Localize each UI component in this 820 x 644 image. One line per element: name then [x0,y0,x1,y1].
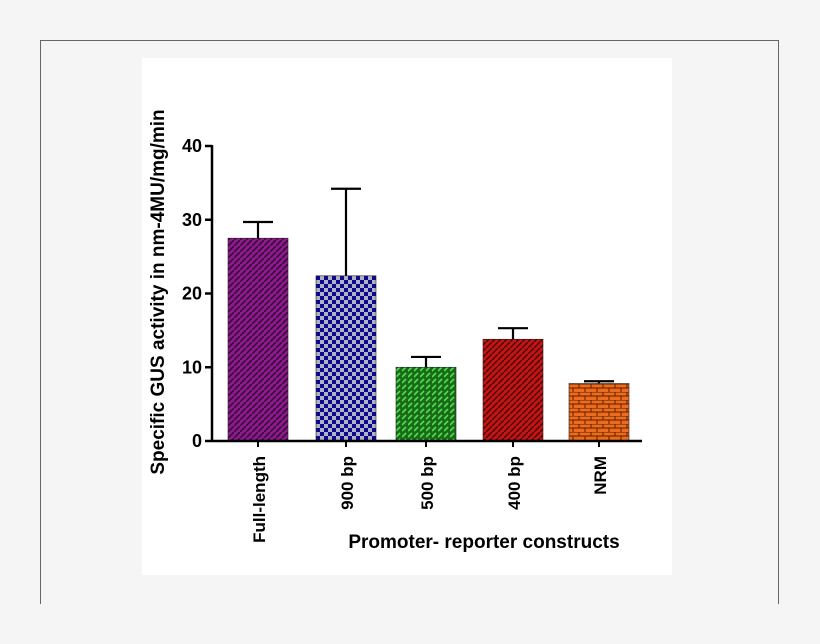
x-tick-label: 400 bp [505,456,524,510]
bar-full-length [227,237,289,442]
x-axis-label: Promoter- reporter constructs [348,532,619,553]
bar-400-bp [482,338,544,442]
y-tick-label: 20 [182,284,202,304]
x-tick-label: 900 bp [338,456,357,510]
y-tick-label: 40 [182,136,202,156]
bar-900-bp [315,275,377,442]
y-tick-label: 30 [182,210,202,230]
x-tick-label: NRM [591,456,610,495]
y-tick-label: 10 [182,357,202,377]
x-tick-label: 500 bp [418,456,437,510]
x-tick-label: Full-length [250,456,269,543]
bar-500-bp [395,366,457,442]
y-tick-label: 0 [192,431,202,451]
bar-nrm [568,383,630,442]
figure-frame [40,40,779,604]
y-axis-label: Specific GUS activity in nm-4MU/mg/min [148,109,169,474]
